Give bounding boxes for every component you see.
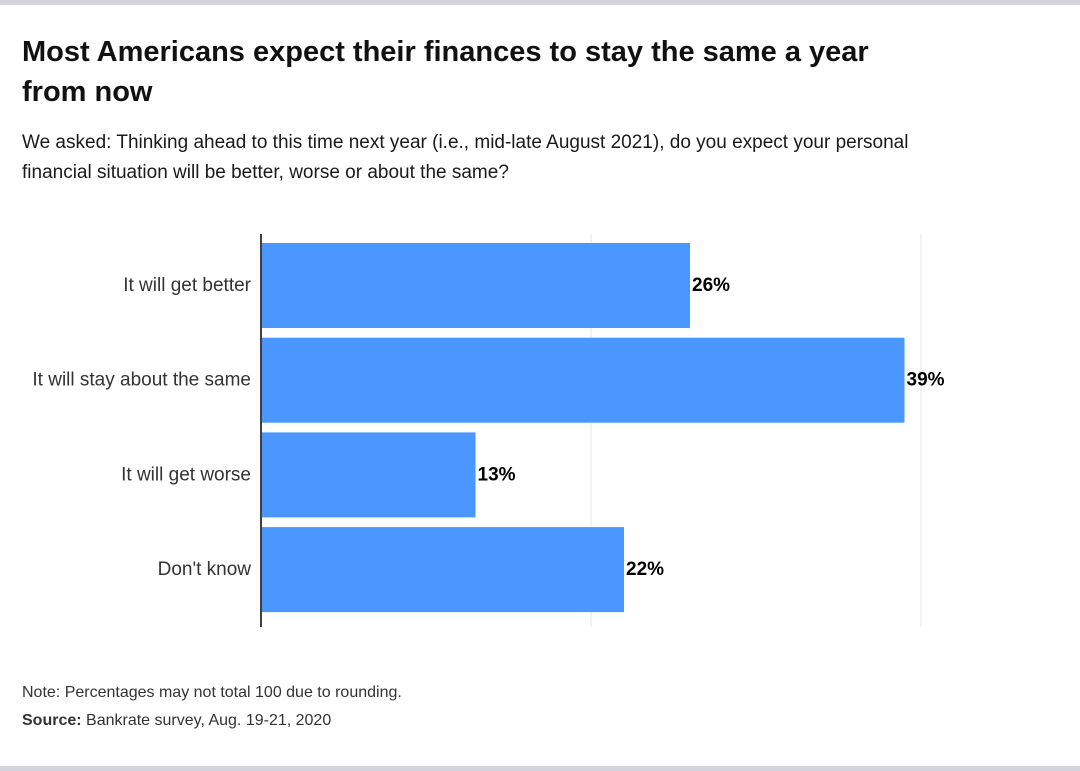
category-label: It will stay about the same <box>32 370 251 391</box>
category-label: It will get better <box>123 275 251 296</box>
value-label: 22% <box>626 559 664 580</box>
chart-subtitle: We asked: Thinking ahead to this time ne… <box>22 132 909 183</box>
bar <box>262 337 905 423</box>
chart-note: Note: Percentages may not total 100 due … <box>22 684 402 701</box>
top-border <box>0 0 1080 5</box>
category-label: It will get worse <box>121 464 251 485</box>
bar <box>262 243 690 328</box>
value-labels: 26% 39% 13% 22% <box>478 275 945 580</box>
bottom-border <box>0 766 1080 771</box>
chart-title: Most Americans expect their finances to … <box>22 36 869 108</box>
value-label: 26% <box>692 275 730 296</box>
source-label: Source: <box>22 712 82 729</box>
category-label: Don't know <box>158 559 252 580</box>
bar <box>262 432 476 518</box>
source-text: Bankrate survey, Aug. 19-21, 2020 <box>81 712 332 729</box>
bars <box>262 243 905 613</box>
category-labels: It will get better It will stay about the… <box>32 275 251 580</box>
value-label: 13% <box>478 464 516 485</box>
bar <box>262 527 624 613</box>
chart-source: Source: Bankrate survey, Aug. 19-21, 202… <box>22 710 331 732</box>
value-label: 39% <box>907 370 945 391</box>
